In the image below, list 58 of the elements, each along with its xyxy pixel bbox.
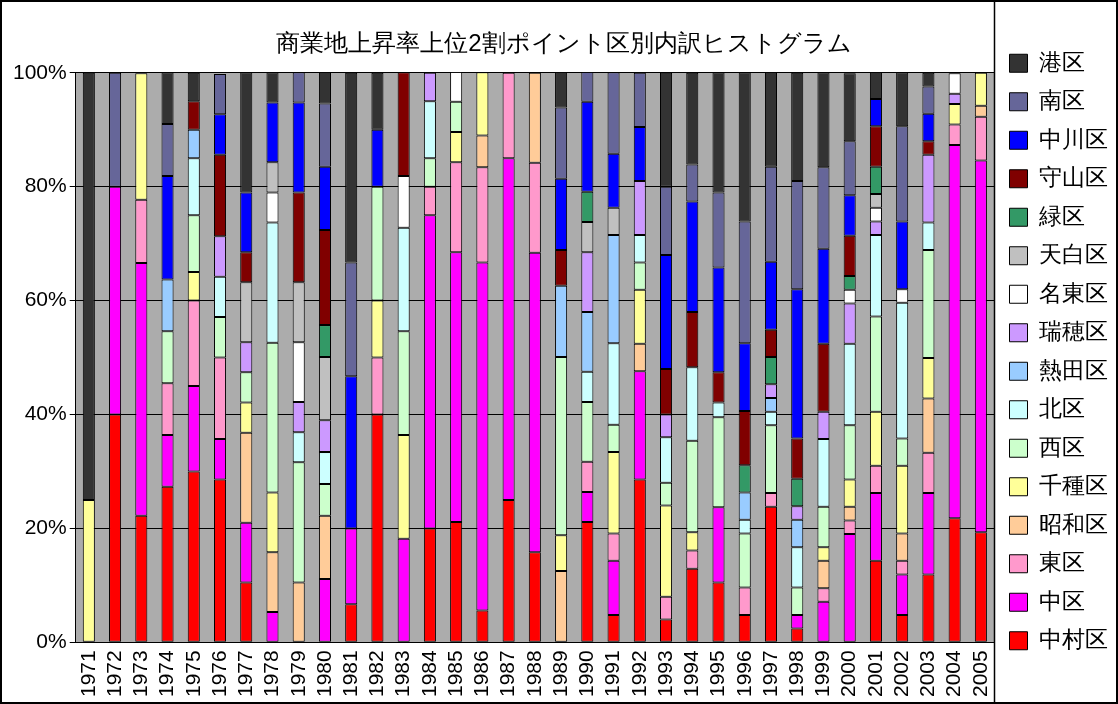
legend-label: 守山区 [1039,164,1108,191]
y-tick-label: 80% [24,173,67,197]
x-tick-label: 1999 [810,650,834,697]
x-tick-label: 1998 [784,650,808,697]
x-tick-label: 1991 [600,650,624,697]
x-tick-label: 1995 [705,650,729,697]
legend-label: 瑞穂区 [1039,318,1108,345]
legend-label: 港区 [1039,48,1085,75]
x-tick-label: 1976 [206,650,230,697]
x-tick-label: 1988 [521,650,545,697]
x-tick-label: 2001 [862,650,886,697]
legend-label: 南区 [1039,87,1085,114]
x-tick-label: 1996 [731,650,755,697]
x-tick-label: 1972 [101,650,125,697]
x-tick-label: 1978 [259,650,283,697]
x-tick-label: 2003 [915,650,939,697]
x-tick-label: 2004 [941,649,965,697]
x-tick-label: 1990 [574,650,598,697]
x-tick-label: 1987 [495,650,519,697]
chart-title: 商業地上昇率上位2割ポイント区別内訳ヒストグラム [276,29,852,57]
legend-label: 昭和区 [1039,510,1108,537]
legend-label: 熱田区 [1039,356,1108,383]
y-tick-label: 100% [12,59,67,83]
legend-label: 中区 [1039,587,1085,614]
legend-label: 千種区 [1039,472,1108,499]
x-tick-label: 1971 [75,650,99,697]
x-tick-label: 1986 [469,650,493,697]
y-tick-label: 0% [36,629,67,653]
legend-label: 東区 [1039,549,1085,576]
legend-label: 緑区 [1038,202,1085,229]
x-tick-label: 1982 [364,650,388,697]
x-tick-label: 2005 [967,650,991,697]
legend-label: 中川区 [1039,125,1108,152]
x-tick-label: 1983 [390,650,414,697]
x-tick-label: 1980 [311,650,335,697]
legend-label: 名東区 [1039,279,1108,306]
x-tick-label: 1974 [154,649,178,697]
x-tick-label: 1994 [679,649,703,697]
x-tick-label: 1977 [233,650,257,697]
legend-label: 西区 [1039,433,1085,460]
x-tick-label: 1997 [757,650,781,697]
x-tick-label: 1984 [416,649,440,697]
legend-label: 天白区 [1039,241,1108,268]
x-tick-label: 1975 [180,650,204,697]
x-tick-label: 2000 [836,650,860,697]
y-tick-label: 20% [24,515,67,539]
x-tick-label: 1981 [337,650,361,697]
x-tick-label: 1985 [442,650,466,697]
x-tick-label: 1993 [652,650,676,697]
x-tick-label: 1992 [626,650,650,697]
x-tick-label: 1973 [128,650,152,697]
x-tick-label: 2002 [888,650,912,697]
x-tick-label: 1989 [547,650,571,697]
legend-label: 中村区 [1039,626,1108,653]
legend-label: 北区 [1039,395,1085,422]
y-tick-label: 60% [24,287,67,311]
y-tick-label: 40% [24,401,67,425]
x-tick-label: 1979 [285,650,309,697]
